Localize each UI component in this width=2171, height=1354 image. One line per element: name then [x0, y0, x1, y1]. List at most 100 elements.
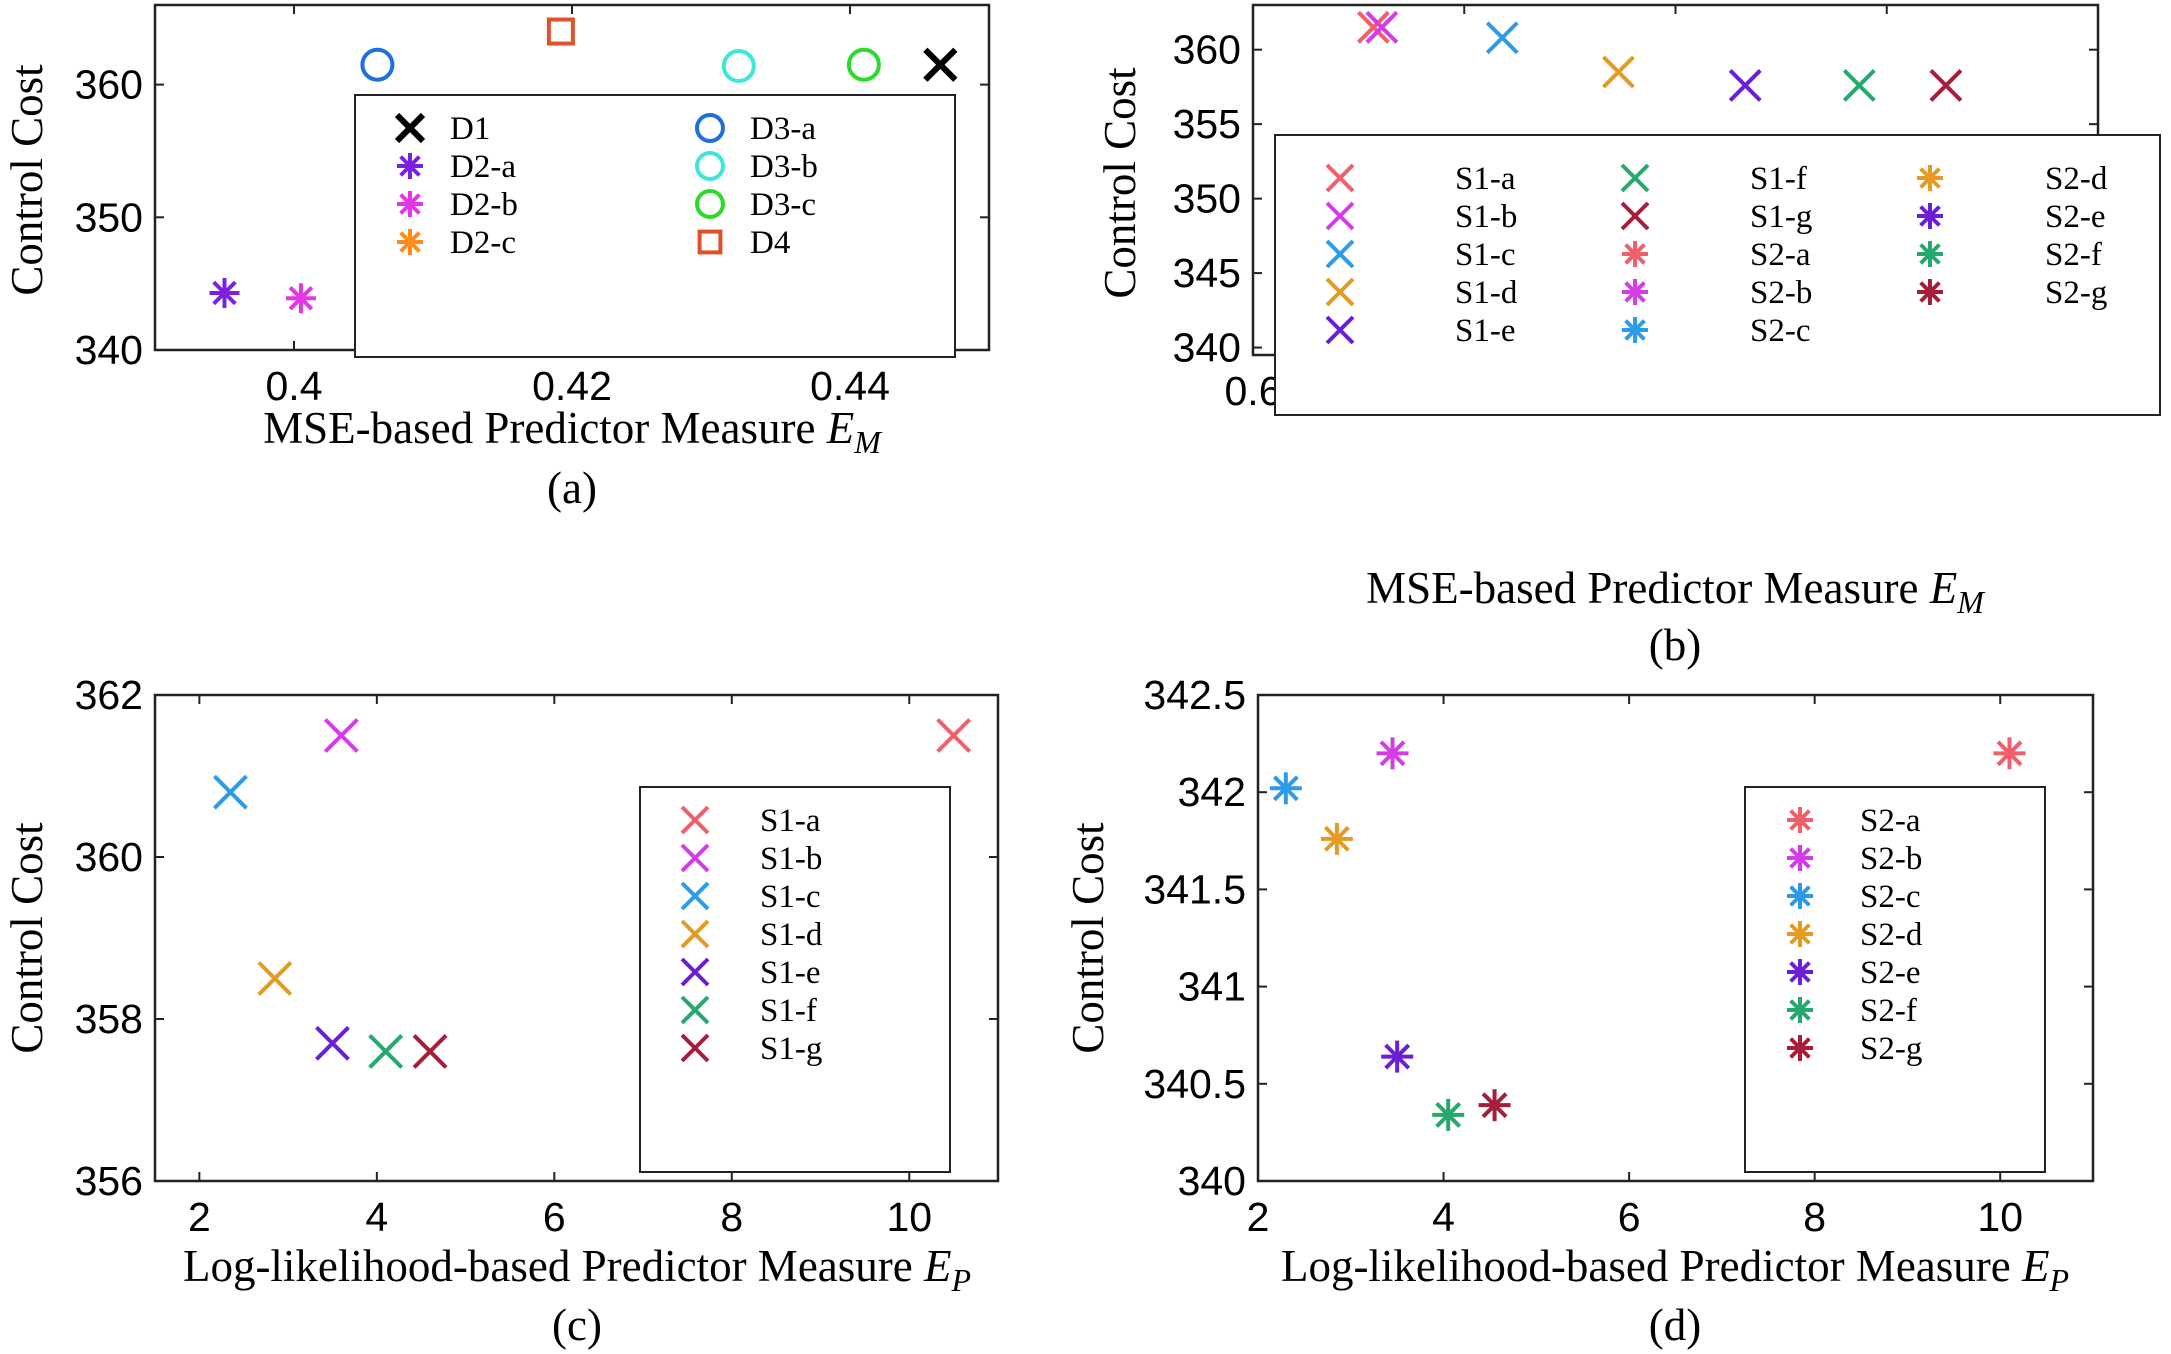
y-tick-label: 342.5	[1143, 672, 1246, 718]
legend-marker	[1787, 807, 1813, 833]
tick-labels: 0.4 0.42 0.44 340 350 360	[75, 5, 989, 409]
y-tick-label: 340.5	[1143, 1061, 1246, 1107]
legend-marker	[397, 191, 423, 217]
legend-label: S2-d	[1860, 917, 1923, 953]
legend-label: S1-g	[760, 1031, 822, 1067]
y-tick-label: 356	[75, 1158, 143, 1204]
point-s2-g	[1478, 1089, 1511, 1122]
y-tick-label: 360	[1173, 27, 1241, 73]
point-s1-g	[1929, 69, 1963, 102]
x-tick-label: 8	[720, 1194, 743, 1240]
legend-marker	[1787, 883, 1813, 909]
point-s1-c	[213, 774, 248, 810]
x-tick-label: 6	[543, 1194, 566, 1240]
x-tick-label: 4	[365, 1194, 388, 1240]
y-axis-label: Control Cost	[1063, 822, 1113, 1054]
legend-entry-s2-f: S2-f	[1787, 993, 1917, 1029]
legend-entry-s1-a: S1-a	[1325, 161, 1516, 197]
point-s2-c	[1269, 772, 1302, 805]
legend-marker	[1787, 1035, 1813, 1061]
legend-entry-s1-g: S1-g	[1620, 199, 1812, 235]
legend-label: S2-a	[1750, 237, 1811, 273]
point-d4	[546, 17, 575, 46]
legend-marker	[680, 843, 710, 873]
x-tick-label: 10	[1977, 1194, 2023, 1240]
y-tick-label: 360	[75, 62, 143, 108]
legend-entry-s2-d: S2-d	[1917, 161, 2108, 197]
legend-entry-s1-a: S1-a	[680, 803, 821, 839]
panel-caption: (d)	[1649, 1300, 1701, 1350]
legend-box	[639, 786, 951, 1173]
legend-marker	[1917, 165, 1943, 191]
x-tick-label: 2	[1247, 1194, 1270, 1240]
legend-label: D3-b	[750, 149, 818, 185]
point-s1-d	[1602, 55, 1635, 89]
legend-entry-s1-e: S1-e	[1325, 313, 1516, 349]
legend-marker	[1917, 279, 1943, 305]
legend-marker	[1622, 317, 1648, 343]
legend-entry-s2-c: S2-c	[1787, 879, 1921, 915]
legend-marker	[1787, 959, 1813, 985]
point-s1-a	[1356, 10, 1390, 44]
legend-label: S2-g	[1860, 1031, 1922, 1067]
x-tick-label: 0.42	[532, 363, 612, 409]
legend-label: D2-c	[450, 225, 516, 261]
legend: S1-aS1-bS1-cS1-dS1-eS1-fS1-g	[680, 803, 823, 1067]
legend-entry-d4: D4	[697, 225, 790, 261]
legend-entry-s1-f: S1-f	[680, 993, 817, 1029]
x-tick-label: 6	[1618, 1194, 1641, 1240]
legend-label: D3-c	[750, 187, 816, 223]
legend-entry-s1-f: S1-f	[1620, 161, 1807, 197]
y-axis-label: Control Cost	[1095, 67, 1145, 299]
legend-label: S1-c	[1455, 237, 1516, 273]
y-tick-label: 360	[75, 834, 143, 880]
legend-label: D3-a	[750, 111, 816, 147]
legend-entry-d1: D1	[394, 111, 490, 147]
legend-label: S2-e	[2045, 199, 2106, 235]
legend-label: S2-b	[1860, 841, 1922, 877]
legend-label: S2-b	[1750, 275, 1812, 311]
legend-label: S1-a	[1455, 161, 1516, 197]
legend-entry-s1-e: S1-e	[680, 955, 821, 991]
legend: S1-aS1-bS1-cS1-dS1-e S1-fS1-gS2-aS2-bS2-c…	[1325, 161, 2108, 349]
legend-marker	[680, 957, 710, 987]
point-s1-e	[315, 1025, 350, 1061]
point-d3-a	[360, 47, 395, 82]
legend-entry-s2-c: S2-c	[1622, 313, 1811, 349]
legend-label: S2-a	[1860, 803, 1921, 839]
point-d2-b	[285, 283, 316, 314]
legend-entry-d3-a: D3-a	[695, 111, 816, 147]
legend-label: S1-c	[760, 879, 821, 915]
legend-entry-s2-e: S2-e	[1787, 955, 1921, 991]
point-d2-a	[209, 277, 240, 308]
legend-marker	[394, 112, 426, 144]
x-axis-label: MSE-based Predictor Measure EM	[263, 403, 883, 460]
legend-label: S1-g	[1750, 199, 1812, 235]
panel-b: 0.60.70.80.91340345350355360 S1-aS1-bS1-…	[1095, 3, 2161, 670]
legend-marker	[1622, 241, 1648, 267]
point-s1-d	[257, 961, 293, 996]
y-tick-label: 350	[1173, 176, 1241, 222]
legend-marker	[1325, 315, 1355, 345]
legend-label: S1-b	[760, 841, 822, 877]
legend-marker	[1325, 239, 1355, 269]
legend-box	[354, 94, 956, 358]
x-axis-label: Log-likelihood-based Predictor Measure E…	[1281, 1241, 2069, 1298]
legend-entry-s2-b: S2-b	[1622, 275, 1812, 311]
point-s1-a	[936, 718, 972, 753]
legend-entry-s2-d: S2-d	[1787, 917, 1923, 953]
legend-marker	[1917, 241, 1943, 267]
legend-marker	[697, 229, 723, 255]
legend-marker	[680, 1033, 710, 1063]
legend-label: S2-e	[1860, 955, 1921, 991]
legend-label: S1-f	[1750, 161, 1807, 197]
legend-marker	[680, 995, 710, 1025]
point-s1-b	[1365, 10, 1399, 44]
panel-caption: (c)	[552, 1300, 602, 1350]
legend-entry-s1-d: S1-d	[680, 917, 823, 953]
legend-entry-d2-c: D2-c	[397, 225, 516, 261]
point-d3-c	[846, 47, 881, 82]
legend-entry-s1-c: S1-c	[1325, 237, 1516, 273]
